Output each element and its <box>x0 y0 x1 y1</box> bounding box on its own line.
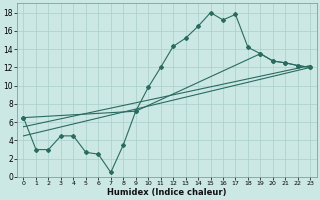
X-axis label: Humidex (Indice chaleur): Humidex (Indice chaleur) <box>107 188 227 197</box>
